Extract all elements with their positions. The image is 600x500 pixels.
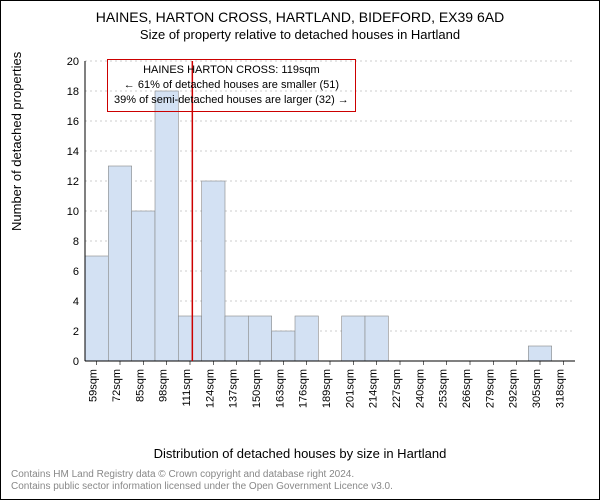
svg-text:85sqm: 85sqm <box>134 369 146 402</box>
svg-text:16: 16 <box>67 116 79 128</box>
svg-text:227sqm: 227sqm <box>391 369 403 408</box>
svg-text:253sqm: 253sqm <box>438 369 450 408</box>
plot-area: 0 2 4 6 8 10 12 14 16 18 20 59sqm 72sqm 85sqm 98sqm 111… <box>61 57 581 409</box>
svg-text:189sqm: 189sqm <box>321 369 333 408</box>
svg-text:214sqm: 214sqm <box>368 369 380 408</box>
svg-text:14: 14 <box>67 146 79 158</box>
svg-text:6: 6 <box>73 266 79 278</box>
svg-text:18: 18 <box>67 86 79 98</box>
svg-text:10: 10 <box>67 206 79 218</box>
svg-text:137sqm: 137sqm <box>228 369 240 408</box>
svg-text:72sqm: 72sqm <box>111 369 123 402</box>
svg-text:124sqm: 124sqm <box>204 369 216 408</box>
chart-subtitle: Size of property relative to detached ho… <box>1 27 599 42</box>
svg-text:2: 2 <box>73 326 79 338</box>
svg-text:8: 8 <box>73 236 79 248</box>
svg-text:266sqm: 266sqm <box>461 369 473 408</box>
footer-line-2: Contains public sector information licen… <box>11 481 393 493</box>
annot-line-3: 39% of semi-detached houses are larger (… <box>114 93 349 108</box>
svg-text:240sqm: 240sqm <box>414 369 426 408</box>
svg-text:59sqm: 59sqm <box>88 369 100 402</box>
x-axis-label: Distribution of detached houses by size … <box>1 446 599 461</box>
svg-text:20: 20 <box>67 57 79 68</box>
svg-text:150sqm: 150sqm <box>251 369 263 408</box>
footer-line-1: Contains HM Land Registry data © Crown c… <box>11 469 393 481</box>
svg-text:292sqm: 292sqm <box>508 369 520 408</box>
annotation-box: HAINES HARTON CROSS: 119sqm ← 61% of det… <box>107 59 356 112</box>
chart-container: HAINES, HARTON CROSS, HARTLAND, BIDEFORD… <box>0 0 600 500</box>
annot-line-1: HAINES HARTON CROSS: 119sqm <box>114 63 349 78</box>
svg-text:111sqm: 111sqm <box>181 369 193 407</box>
svg-text:201sqm: 201sqm <box>344 369 356 408</box>
annot-line-2: ← 61% of detached houses are smaller (51… <box>114 78 349 93</box>
svg-text:98sqm: 98sqm <box>158 369 170 402</box>
svg-text:305sqm: 305sqm <box>531 369 543 408</box>
svg-text:176sqm: 176sqm <box>298 369 310 408</box>
svg-text:0: 0 <box>73 356 79 368</box>
chart-title: HAINES, HARTON CROSS, HARTLAND, BIDEFORD… <box>1 9 599 25</box>
svg-text:318sqm: 318sqm <box>554 369 566 408</box>
svg-text:4: 4 <box>73 296 79 308</box>
svg-text:279sqm: 279sqm <box>484 369 496 408</box>
footer-text: Contains HM Land Registry data © Crown c… <box>11 469 393 493</box>
svg-text:163sqm: 163sqm <box>274 369 286 408</box>
y-axis-label: Number of detached properties <box>9 52 24 231</box>
svg-text:12: 12 <box>67 176 79 188</box>
